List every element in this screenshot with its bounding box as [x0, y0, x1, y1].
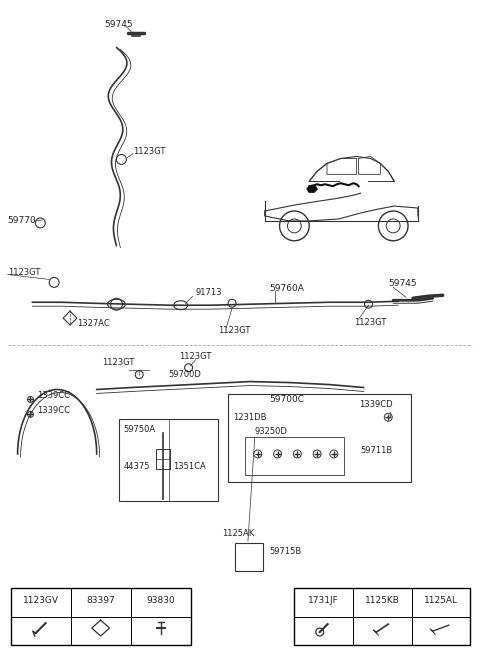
Text: 1231DB: 1231DB	[233, 413, 266, 422]
Polygon shape	[307, 186, 317, 192]
Text: 93830: 93830	[146, 596, 175, 605]
Text: 1125KB: 1125KB	[365, 596, 400, 605]
Text: 1123GT: 1123GT	[102, 358, 134, 367]
Text: 59711B: 59711B	[360, 446, 393, 455]
Text: 59770: 59770	[8, 216, 36, 226]
Bar	[294, 588, 470, 645]
Text: 1125AK: 1125AK	[222, 529, 254, 538]
Text: 59745: 59745	[105, 20, 133, 29]
Text: 59700D: 59700D	[169, 370, 202, 379]
Bar	[245, 437, 344, 475]
Text: 93250D: 93250D	[255, 426, 288, 436]
Text: 59750A: 59750A	[123, 424, 156, 434]
Text: 1327AC: 1327AC	[77, 318, 109, 328]
Text: 1123GT: 1123GT	[354, 318, 386, 326]
Text: 1123GT: 1123GT	[179, 352, 211, 361]
Text: 59715B: 59715B	[270, 547, 302, 555]
Text: 1123GV: 1123GV	[23, 596, 59, 605]
Text: 91713: 91713	[195, 288, 222, 297]
Text: 1123GT: 1123GT	[218, 326, 251, 334]
Text: 44375: 44375	[123, 462, 150, 471]
Text: 1125AL: 1125AL	[424, 596, 458, 605]
Bar	[235, 544, 263, 571]
Text: 1339CC: 1339CC	[37, 406, 71, 415]
Text: 1731JF: 1731JF	[308, 596, 339, 605]
Bar	[120, 419, 218, 500]
Bar	[228, 395, 411, 482]
Bar	[11, 588, 191, 645]
Text: 1123GT: 1123GT	[8, 268, 40, 277]
Text: 83397: 83397	[86, 596, 115, 605]
Text: 1339CD: 1339CD	[359, 400, 392, 409]
Text: 59700C: 59700C	[270, 395, 305, 404]
Text: 1339CC: 1339CC	[37, 391, 71, 400]
Text: 59760A: 59760A	[270, 284, 304, 293]
Text: 1123GT: 1123GT	[133, 147, 166, 156]
Text: 1351CA: 1351CA	[173, 462, 205, 471]
Bar	[156, 449, 170, 469]
Text: 59745: 59745	[388, 279, 417, 288]
